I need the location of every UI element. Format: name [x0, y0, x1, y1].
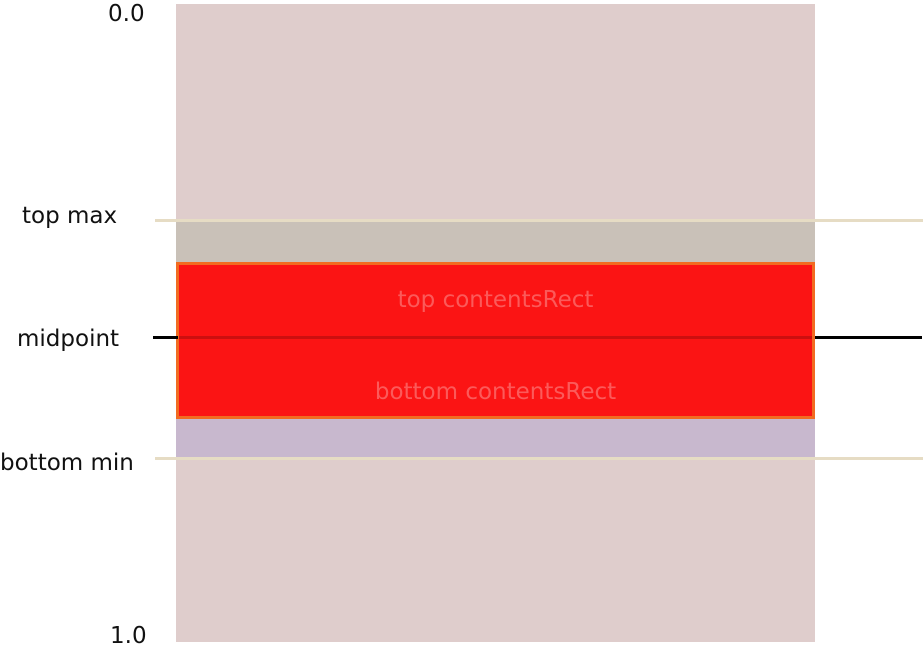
contents-rect [176, 262, 815, 419]
top-max-band [176, 220, 815, 263]
top-contents-rect-label: top contentsRect [397, 287, 594, 313]
one-label: 1.0 [110, 623, 147, 649]
midpoint-label: midpoint [17, 326, 120, 352]
top-max-line [155, 219, 923, 222]
top-max-label: top max [22, 203, 118, 229]
bottom-contents-rect-label: bottom contentsRect [374, 379, 617, 405]
bottom-min-label: bottom min [0, 450, 134, 476]
bottom-min-band [176, 419, 815, 459]
bottom-min-line [155, 457, 923, 460]
midpoint-line-left [153, 336, 178, 339]
midpoint-line-inner [179, 336, 812, 339]
zero-label: 0.0 [108, 1, 145, 27]
midpoint-line-right [815, 336, 922, 339]
